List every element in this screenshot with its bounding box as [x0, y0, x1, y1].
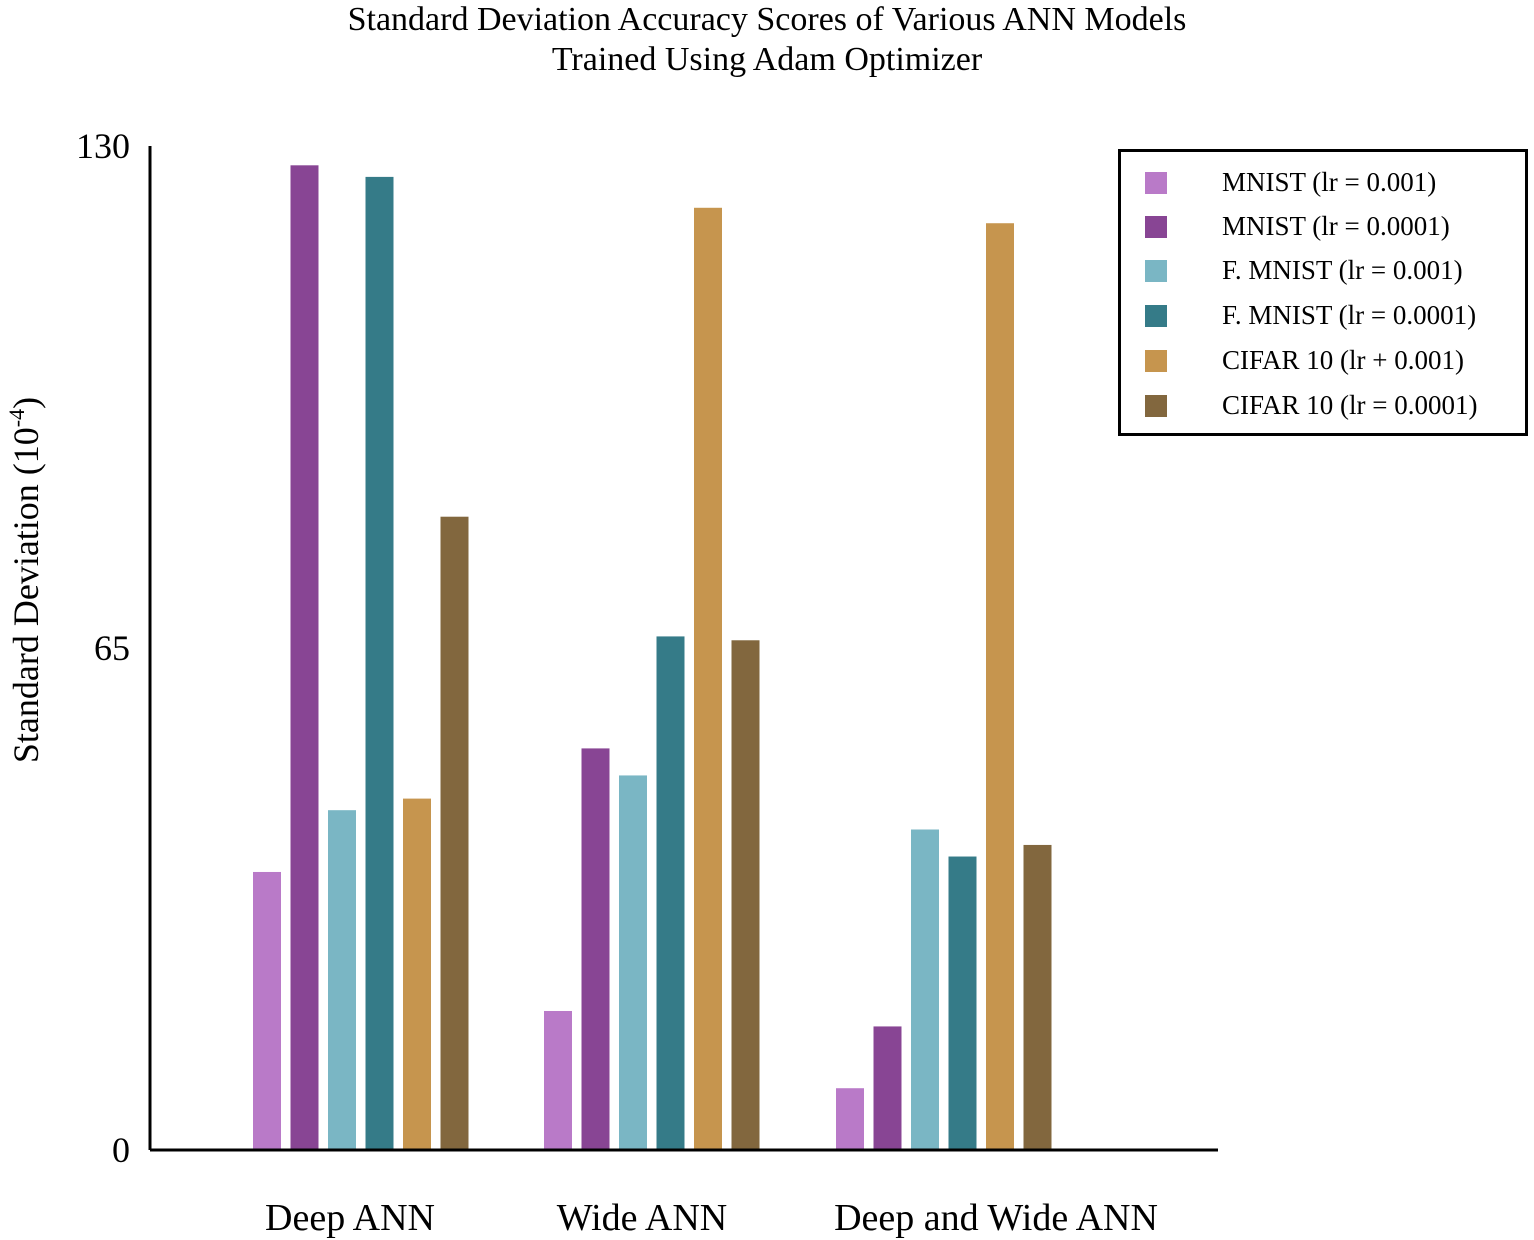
- bar: [619, 775, 647, 1150]
- legend-label: MNIST (lr = 0.001): [1222, 167, 1437, 197]
- legend-label: CIFAR 10 (lr + 0.001): [1222, 345, 1464, 375]
- legend: MNIST (lr = 0.001) MNIST (lr = 0.0001) F…: [1118, 149, 1528, 436]
- x-ticks-layer: Deep ANN Wide ANN Deep and Wide ANN: [265, 1197, 1158, 1239]
- legend-swatch: [1145, 172, 1167, 194]
- bar: [581, 748, 610, 1150]
- x-tick-label: Deep and Wide ANN: [834, 1197, 1158, 1239]
- bar: [731, 640, 760, 1150]
- legend-swatch: [1145, 216, 1167, 238]
- y-tick-label: 65: [94, 628, 130, 668]
- y-tick-label: 130: [76, 126, 130, 166]
- chart-title-line-1: Standard Deviation Accuracy Scores of Va…: [347, 1, 1187, 38]
- bar: [253, 871, 281, 1150]
- x-tick-label: Deep ANN: [265, 1197, 435, 1239]
- bar: [403, 798, 431, 1150]
- legend-item: F. MNIST (lr = 0.001): [1121, 255, 1525, 285]
- y-axis-label-text: Standard Deviation (10: [6, 427, 46, 763]
- y-axis-label-exponent: -4: [4, 409, 29, 427]
- legend-item: F. MNIST (lr = 0.0001): [1121, 300, 1525, 330]
- y-tick-label: 0: [112, 1130, 130, 1170]
- legend-swatch: [1145, 305, 1167, 327]
- bar: [1023, 844, 1052, 1150]
- bar: [544, 1010, 572, 1150]
- bar: [836, 1088, 864, 1150]
- bar: [440, 516, 469, 1150]
- chart-title-line-2: Trained Using Adam Optimizer: [551, 41, 983, 78]
- bar: [911, 829, 939, 1150]
- bar: [873, 1026, 902, 1150]
- y-ticks-layer: 0 65 130: [76, 126, 130, 1170]
- legend-swatch: [1145, 350, 1167, 372]
- y-axis-label: Standard Deviation (10-4): [4, 397, 46, 763]
- legend-item: MNIST (lr = 0.0001): [1121, 211, 1525, 241]
- bars-layer: [253, 165, 1052, 1151]
- legend-swatch: [1145, 260, 1167, 282]
- bar: [694, 207, 722, 1151]
- legend-item: MNIST (lr = 0.001): [1121, 167, 1525, 197]
- legend-label: MNIST (lr = 0.0001): [1222, 211, 1450, 241]
- bar: [948, 856, 977, 1150]
- legend-item: CIFAR 10 (lr = 0.0001): [1121, 390, 1525, 420]
- x-tick-label: Wide ANN: [557, 1197, 728, 1239]
- bar: [328, 810, 356, 1150]
- legend-item: CIFAR 10 (lr + 0.001): [1121, 345, 1525, 375]
- bar: [290, 165, 319, 1151]
- legend-label: F. MNIST (lr = 0.001): [1222, 255, 1463, 285]
- y-axis-label-close: ): [6, 397, 46, 409]
- legend-swatch: [1145, 395, 1167, 417]
- bar: [656, 636, 685, 1150]
- legend-label: F. MNIST (lr = 0.0001): [1222, 300, 1477, 330]
- bar: [986, 223, 1014, 1150]
- legend-label: CIFAR 10 (lr = 0.0001): [1222, 390, 1478, 420]
- bar: [365, 176, 394, 1150]
